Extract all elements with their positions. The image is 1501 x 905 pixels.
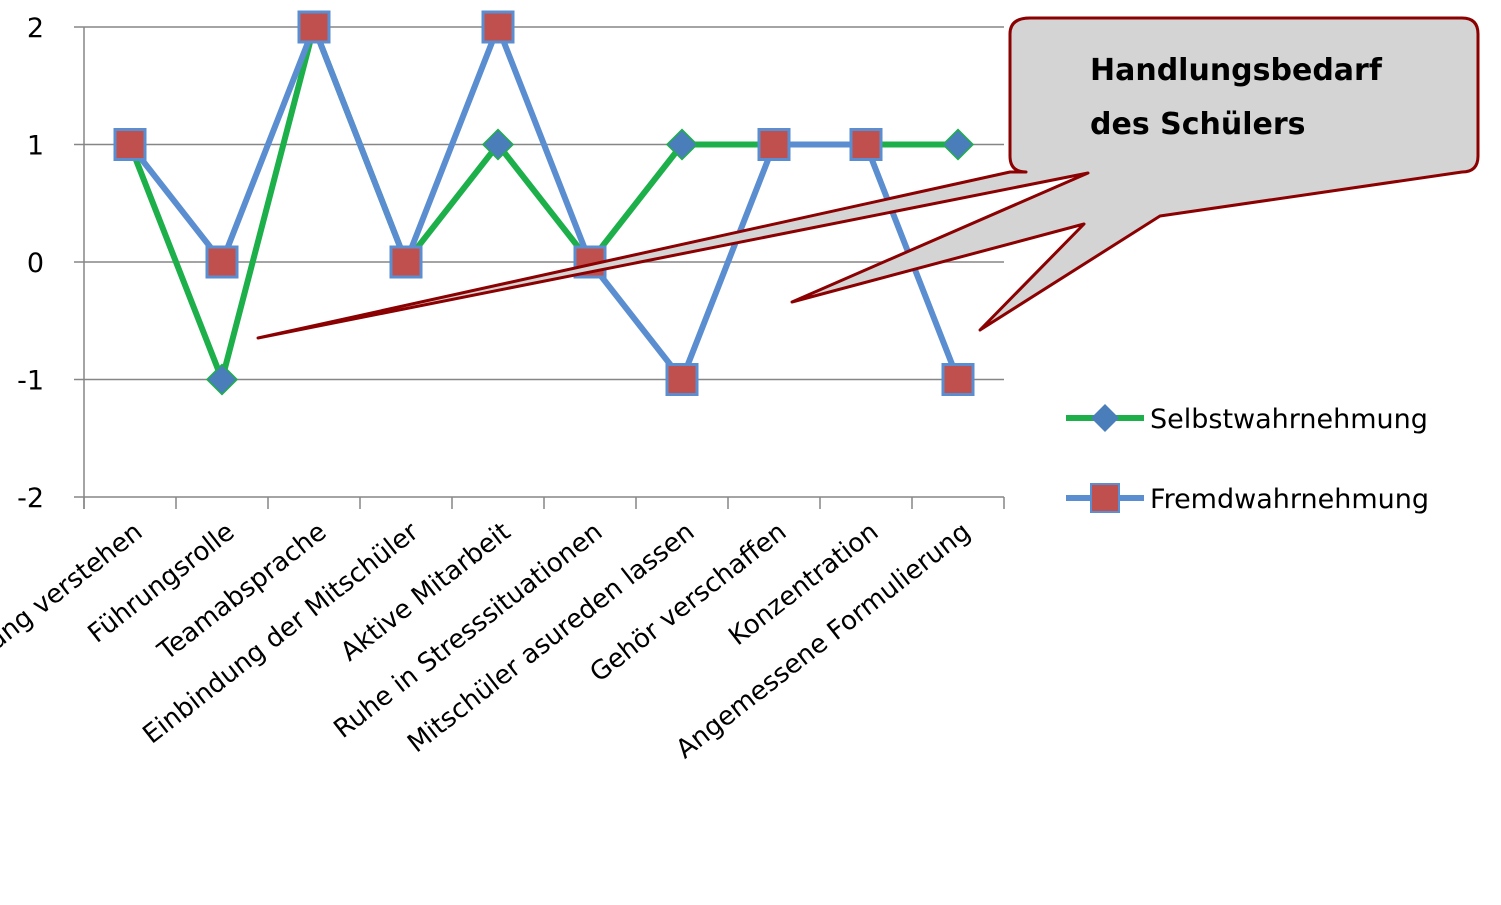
series-line-fremdwahrnehmung [127,24,961,383]
y-tick-labels: -2 -1 0 1 2 [17,13,44,514]
y-tick-label: 0 [27,248,44,279]
legend-label-selbstwahrnehmung: Selbstwahrnehmung [1150,404,1428,435]
data-point-fremdwahrnehmung [665,363,699,396]
data-point-fremdwahrnehmung [389,245,423,279]
data-point-fremdwahrnehmung [481,10,515,44]
callout-bubble [256,16,1480,340]
y-tick-label: -1 [17,366,44,397]
callout-line-1: Handlungsbedarf [1090,53,1383,88]
data-point-selbstwahrnehmung [205,363,239,396]
data-point-fremdwahrnehmung [205,245,239,279]
legend-marker-fremdwahrnehmung [1090,483,1120,513]
data-point-selbstwahrnehmung [481,128,515,161]
y-tick-label: 2 [27,13,44,44]
legend-item-fremdwahrnehmung: Fremdwahrnehmung [1066,483,1429,515]
data-point-fremdwahrnehmung [849,128,883,161]
legend-label-fremdwahrnehmung: Fremdwahrnehmung [1150,484,1429,515]
data-point-selbstwahrnehmung [941,128,975,161]
data-point-fremdwahrnehmung [941,363,975,396]
axes [74,26,1005,509]
legend-item-selbstwahrnehmung: Selbstwahrnehmung [1066,404,1428,435]
data-point-fremdwahrnehmung [297,10,331,44]
callout: Handlungsbedarf des Schülers [256,16,1480,340]
series [113,10,975,396]
y-tick-label: -2 [17,483,44,514]
callout-line-2: des Schülers [1090,107,1306,142]
y-tick-label: 1 [27,131,44,162]
data-point-fremdwahrnehmung [757,128,791,161]
legend-marker-selbstwahrnehmung [1091,404,1119,432]
x-tick-labels: Aufgabenstellung verstehenFührungsrolleT… [0,517,976,767]
data-point-selbstwahrnehmung [665,128,699,161]
series-line-selbstwahrnehmung [127,24,958,383]
data-point-fremdwahrnehmung [113,128,147,161]
x-tick-label: Aufgabenstellung verstehen [0,517,148,767]
legend: Selbstwahrnehmung Fremdwahrnehmung [1066,404,1429,515]
